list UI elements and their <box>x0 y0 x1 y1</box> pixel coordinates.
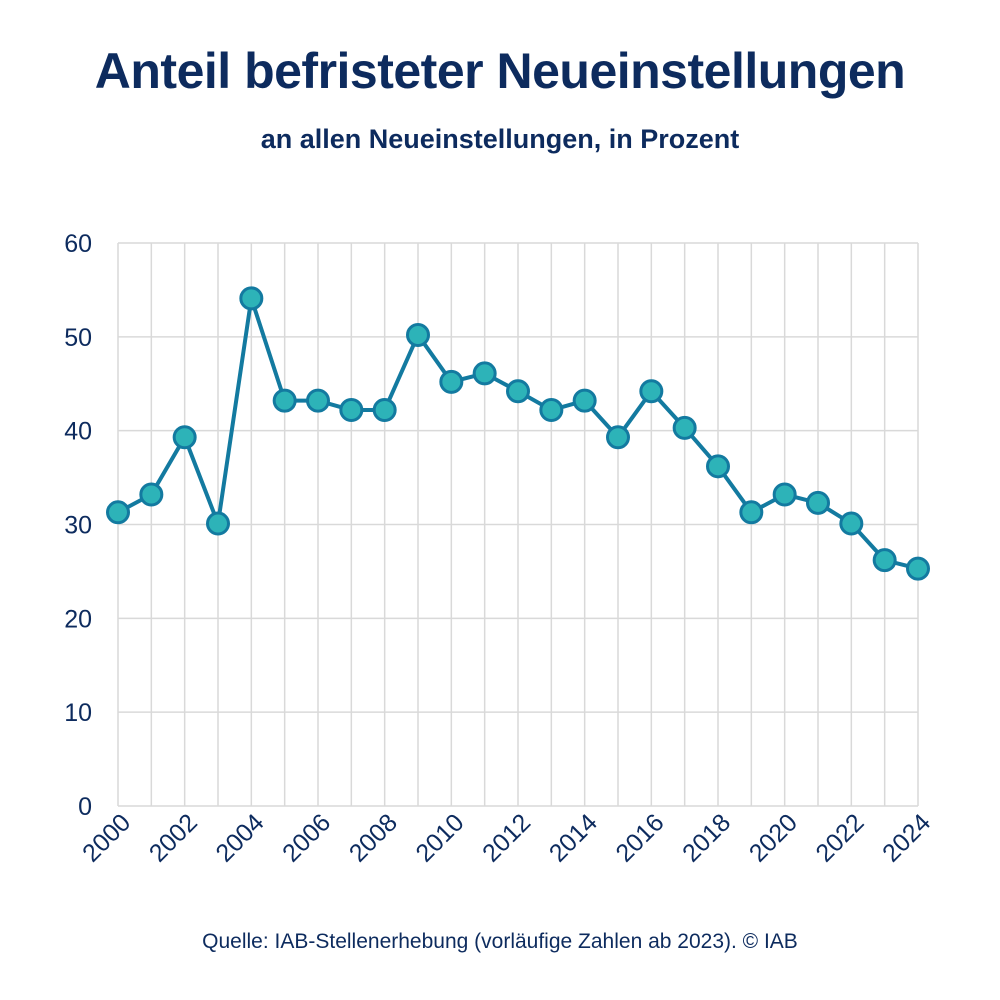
data-point <box>139 482 164 507</box>
y-tick-label: 20 <box>64 605 92 633</box>
x-tick-label: 2002 <box>144 808 203 867</box>
y-tick-label: 10 <box>64 699 92 727</box>
y-tick-label: 30 <box>64 512 92 540</box>
data-point <box>272 388 297 413</box>
x-tick-label: 2024 <box>877 808 936 867</box>
data-point <box>372 398 397 423</box>
data-point <box>806 490 830 515</box>
y-tick-label: 50 <box>64 324 92 352</box>
y-tick-label: 0 <box>78 793 92 821</box>
data-point <box>472 361 497 386</box>
data-point <box>539 398 564 423</box>
x-tick-label: 2004 <box>210 808 269 867</box>
data-point <box>339 398 364 423</box>
x-tick-label: 2016 <box>610 808 669 867</box>
x-tick-label: 2012 <box>477 808 536 867</box>
data-point <box>406 322 430 347</box>
data-point <box>672 415 697 440</box>
data-point <box>706 454 730 479</box>
data-point <box>239 286 264 311</box>
data-point <box>306 388 330 413</box>
data-point <box>906 556 930 581</box>
x-tick-label: 2020 <box>744 808 803 867</box>
x-tick-label: 2018 <box>677 808 736 867</box>
data-point <box>506 379 530 404</box>
data-point <box>639 379 664 404</box>
data-point <box>106 500 130 525</box>
x-tick-label: 2022 <box>810 808 869 867</box>
x-tick-label: 2008 <box>344 808 403 867</box>
data-point <box>839 511 864 536</box>
x-tick-label: 2006 <box>277 808 336 867</box>
data-point <box>206 511 230 536</box>
x-tick-label: 2014 <box>544 808 603 867</box>
data-point <box>739 500 764 525</box>
y-tick-label: 40 <box>64 418 92 446</box>
y-tick-label: 60 <box>64 230 92 258</box>
data-point <box>439 369 464 394</box>
data-point <box>172 425 197 450</box>
chart-title: Anteil befristeter Neueinstellungen <box>94 43 906 99</box>
source-note: Quelle: IAB-Stellenerhebung (vorläufige … <box>202 930 798 953</box>
data-point <box>772 482 797 507</box>
data-point <box>872 548 897 573</box>
data-point <box>572 388 597 413</box>
data-point <box>606 425 630 450</box>
x-tick-label: 2010 <box>410 808 469 867</box>
chart-subtitle: an allen Neueinstellungen, in Prozent <box>260 124 740 154</box>
